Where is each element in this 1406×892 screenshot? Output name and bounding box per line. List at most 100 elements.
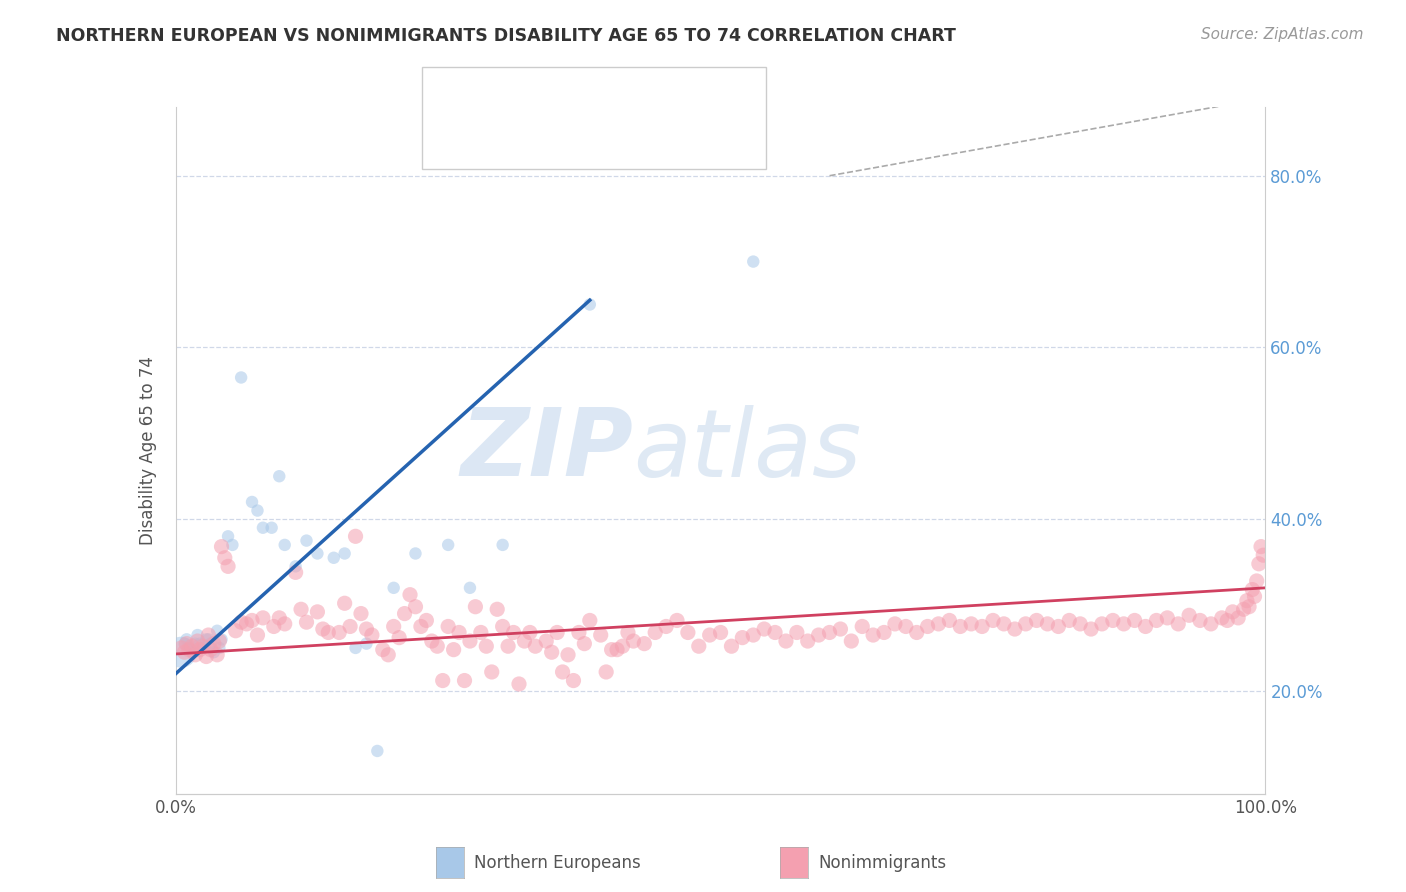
Point <box>534 634 557 648</box>
Point <box>1199 616 1222 631</box>
Point <box>710 625 733 640</box>
Point <box>246 628 269 642</box>
Point <box>295 533 318 548</box>
Point <box>524 639 547 653</box>
Text: NORTHERN EUROPEAN VS NONIMMIGRANTS DISABILITY AGE 65 TO 74 CORRELATION CHART: NORTHERN EUROPEAN VS NONIMMIGRANTS DISAB… <box>56 27 956 45</box>
Point <box>208 640 231 655</box>
Point <box>344 529 367 543</box>
Point <box>1216 614 1239 628</box>
Point <box>173 645 195 659</box>
Point <box>981 614 1004 628</box>
Point <box>600 642 623 657</box>
Point <box>252 521 274 535</box>
Point <box>1080 622 1102 636</box>
Y-axis label: Disability Age 65 to 74: Disability Age 65 to 74 <box>139 356 157 545</box>
Point <box>796 634 818 648</box>
Point <box>284 559 307 574</box>
Point <box>269 611 291 625</box>
Point <box>595 665 617 679</box>
Point <box>344 640 367 655</box>
Point <box>905 625 928 640</box>
Text: Northern Europeans: Northern Europeans <box>474 854 641 871</box>
Point <box>333 596 356 610</box>
Point <box>443 642 465 657</box>
Point <box>186 628 209 642</box>
Point <box>205 624 228 638</box>
Point <box>688 639 710 653</box>
Point <box>763 625 786 640</box>
Text: Source: ZipAtlas.com: Source: ZipAtlas.com <box>1201 27 1364 42</box>
Point <box>214 550 236 565</box>
Point <box>235 616 257 631</box>
Point <box>184 637 207 651</box>
Point <box>208 634 231 648</box>
Point <box>1178 608 1201 623</box>
Point <box>1236 593 1258 607</box>
Point <box>938 614 960 628</box>
Point <box>775 634 797 648</box>
Point <box>225 624 247 638</box>
Point <box>322 550 344 565</box>
Point <box>188 642 211 657</box>
Point <box>181 639 204 653</box>
Point <box>1102 614 1125 628</box>
Point <box>807 628 830 642</box>
Point <box>551 665 574 679</box>
Point <box>382 619 405 633</box>
Point <box>519 625 541 640</box>
Point <box>290 602 312 616</box>
Point <box>263 619 285 633</box>
Point <box>606 642 628 657</box>
Point <box>486 602 509 616</box>
Point <box>356 637 378 651</box>
Point <box>195 649 218 664</box>
Point <box>377 648 399 662</box>
Point <box>1189 614 1212 628</box>
Point <box>284 566 307 580</box>
Point <box>1015 616 1038 631</box>
Point <box>458 581 481 595</box>
Point <box>186 634 209 648</box>
Point <box>246 503 269 517</box>
Point <box>177 642 200 657</box>
Point <box>420 634 443 648</box>
Point <box>360 628 382 642</box>
Point <box>502 625 524 640</box>
Text: R = 0.336: R = 0.336 <box>478 128 576 145</box>
Point <box>307 546 329 561</box>
Point <box>274 616 297 631</box>
Text: ZIP: ZIP <box>461 404 633 497</box>
Point <box>949 619 972 633</box>
Point <box>405 546 427 561</box>
Point <box>917 619 939 633</box>
Point <box>318 625 340 640</box>
Point <box>307 605 329 619</box>
Point <box>617 625 640 640</box>
Point <box>188 637 211 651</box>
Point <box>170 645 193 659</box>
Point <box>666 614 689 628</box>
Point <box>1123 614 1146 628</box>
Point <box>202 637 225 651</box>
Point <box>252 611 274 625</box>
Point <box>274 538 297 552</box>
Point <box>1222 605 1244 619</box>
Point <box>394 607 416 621</box>
Point <box>970 619 993 633</box>
Point <box>176 632 198 647</box>
Point <box>655 619 678 633</box>
Point <box>508 677 530 691</box>
Point <box>699 628 721 642</box>
Point <box>350 607 373 621</box>
Point <box>415 614 437 628</box>
Point <box>475 639 498 653</box>
Point <box>960 616 983 631</box>
Point <box>1247 557 1270 571</box>
Point <box>579 614 602 628</box>
Point <box>333 546 356 561</box>
Point <box>884 616 907 631</box>
Point <box>409 619 432 633</box>
Point <box>589 628 612 642</box>
Point <box>612 639 634 653</box>
Point <box>211 540 233 554</box>
